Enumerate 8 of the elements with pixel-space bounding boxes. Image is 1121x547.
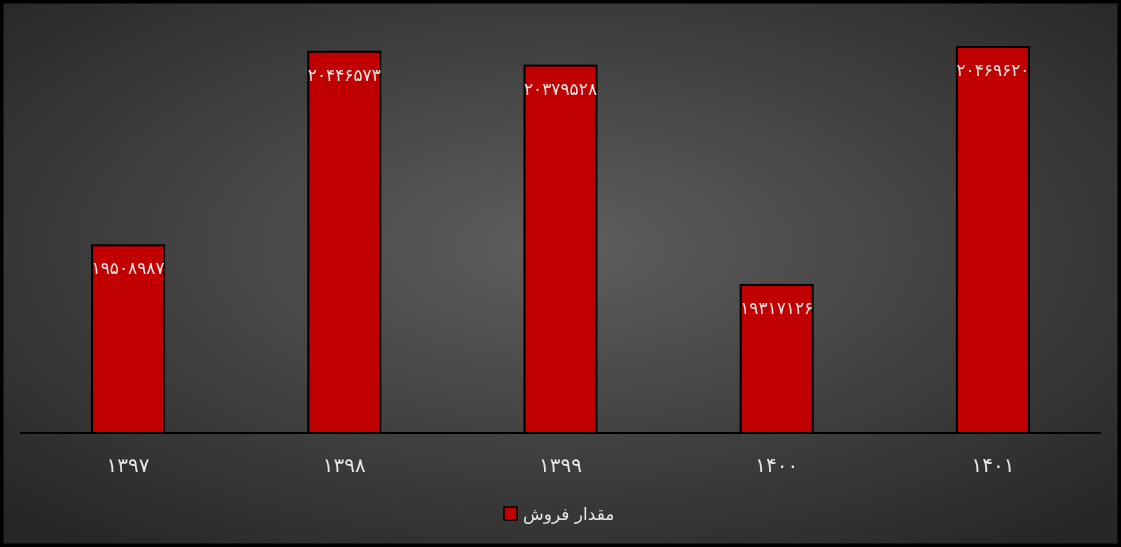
x-tick-label: ۱۳۹۹ bbox=[539, 453, 582, 477]
x-tick-label: ۱۳۹۷ bbox=[106, 453, 150, 477]
data-label: ۱۹۳۱۷۱۲۶ bbox=[740, 297, 814, 318]
legend-label: مقدار فروش bbox=[523, 504, 615, 524]
x-tick-label: ۱۳۹۸ bbox=[322, 453, 367, 477]
legend: مقدار فروش bbox=[503, 504, 615, 524]
x-tick-label: ۱۴۰۰ bbox=[755, 453, 799, 477]
x-tick-label: ۱۴۰۱ bbox=[971, 453, 1015, 477]
